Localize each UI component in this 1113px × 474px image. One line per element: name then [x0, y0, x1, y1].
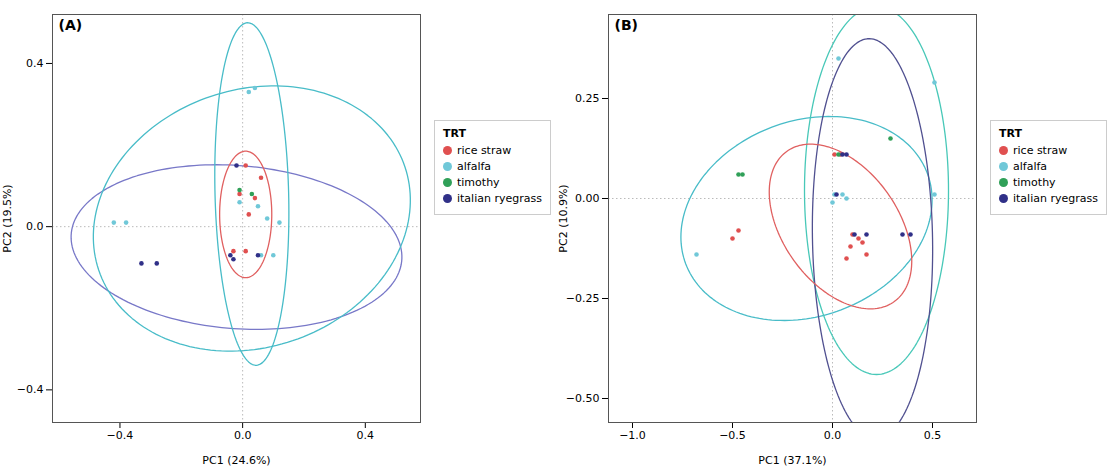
svg-text:−1.0: −1.0	[619, 429, 646, 442]
svg-text:−0.4: −0.4	[17, 383, 44, 396]
svg-text:PC2 (19.5%): PC2 (19.5%)	[1, 184, 14, 252]
html-text:alfalfa: alfalfa	[1013, 160, 1048, 173]
html-text:timothy: timothy	[457, 176, 500, 189]
svg-text:0.0: 0.0	[234, 429, 252, 442]
svg-text:0.25: 0.25	[575, 92, 600, 105]
svg-text:0.0: 0.0	[824, 429, 842, 442]
svg-text:0.00: 0.00	[575, 192, 600, 205]
svg-text:−0.25: −0.25	[566, 292, 600, 305]
svg-text:PC2 (10.9%): PC2 (10.9%)	[557, 184, 570, 252]
html-text:TRT: TRT	[443, 127, 466, 140]
svg-text:0.0: 0.0	[26, 220, 44, 233]
svg-text:PC1 (37.1%): PC1 (37.1%)	[758, 454, 826, 467]
svg-text:0.4: 0.4	[26, 57, 44, 70]
svg-text:−0.50: −0.50	[566, 392, 600, 405]
html-text:timothy: timothy	[1013, 176, 1056, 189]
html-text:rice straw: rice straw	[457, 144, 512, 157]
html-text:alfalfa: alfalfa	[457, 160, 492, 173]
html-text:rice straw: rice straw	[1013, 144, 1068, 157]
svg-text:−0.4: −0.4	[107, 429, 134, 442]
svg-text:−0.5: −0.5	[719, 429, 746, 442]
html-text:TRT: TRT	[999, 127, 1022, 140]
svg-text:(A): (A)	[59, 17, 83, 33]
svg-text:(B): (B)	[615, 17, 638, 33]
html-text:italian ryegrass: italian ryegrass	[457, 192, 542, 205]
svg-text:0.4: 0.4	[357, 429, 375, 442]
svg-text:0.5: 0.5	[924, 429, 942, 442]
svg-text:PC1 (24.6%): PC1 (24.6%)	[202, 454, 270, 467]
html-text:italian ryegrass: italian ryegrass	[1013, 192, 1098, 205]
